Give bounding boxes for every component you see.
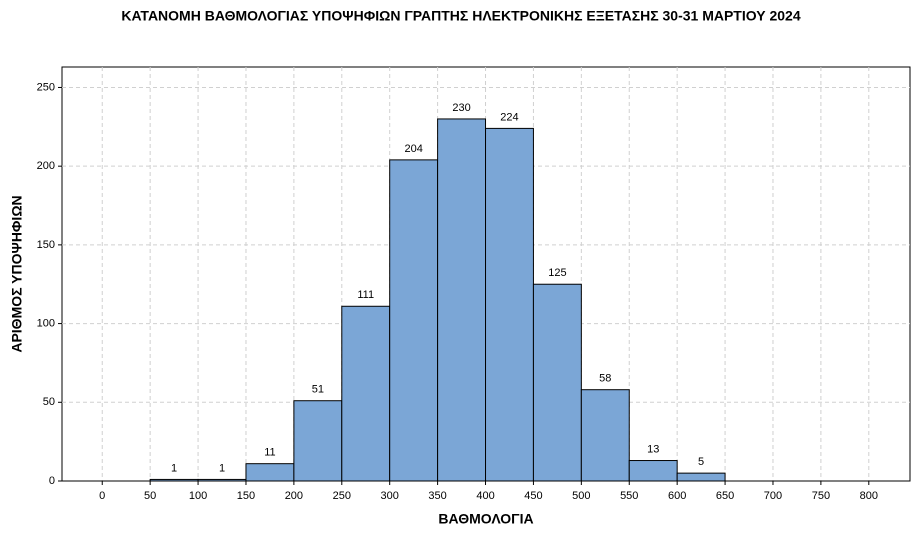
data-label: 11 — [264, 447, 275, 459]
bar — [341, 305, 391, 482]
chart-title: ΚΑΤΑΝΟΜΗ ΒΑΘΜΟΛΟΓΙΑΣ ΥΠΟΨΗΦΙΩΝ ΓΡΑΠΤΗΣ Η… — [121, 8, 800, 24]
y-tick-label: 0 — [49, 475, 55, 487]
bar — [437, 118, 487, 482]
x-tick-label: 600 — [668, 490, 686, 502]
x-tick-label: 550 — [620, 490, 638, 502]
data-label: 125 — [548, 267, 566, 279]
x-tick-label: 100 — [189, 490, 207, 502]
bar — [293, 400, 343, 482]
data-label: 5 — [698, 456, 704, 468]
x-tick-label: 450 — [524, 490, 542, 502]
x-tick-label: 500 — [572, 490, 590, 502]
x-tick-label: 50 — [144, 490, 156, 502]
y-axis-label: ΑΡΙΘΜΟΣ ΥΠΟΨΗΦΙΩΝ — [9, 195, 25, 352]
x-tick-label: 700 — [764, 490, 782, 502]
x-axis-label: ΒΑΘΜΟΛΟΓΙΑ — [438, 511, 533, 527]
data-label: 230 — [452, 102, 470, 114]
bar — [245, 463, 295, 482]
y-tick-label: 100 — [37, 317, 55, 329]
data-label: 111 — [357, 289, 374, 301]
data-label: 58 — [599, 373, 611, 385]
x-tick-label: 0 — [99, 490, 105, 502]
bar — [628, 460, 678, 482]
x-tick-label: 150 — [237, 490, 255, 502]
data-label: 1 — [171, 462, 177, 474]
x-tick-label: 750 — [812, 490, 830, 502]
y-tick-label: 250 — [37, 81, 55, 93]
bar — [580, 389, 630, 482]
bar — [532, 283, 582, 482]
data-label: 204 — [404, 143, 422, 155]
x-tick-label: 400 — [476, 490, 494, 502]
data-label: 51 — [312, 384, 324, 396]
bar — [389, 159, 439, 482]
y-tick-label: 50 — [43, 396, 55, 408]
x-tick-label: 350 — [428, 490, 446, 502]
x-tick-label: 800 — [860, 490, 878, 502]
data-label: 1 — [219, 462, 225, 474]
data-label: 224 — [500, 111, 518, 123]
x-tick-label: 650 — [716, 490, 734, 502]
data-label: 13 — [647, 443, 659, 455]
x-tick-label: 300 — [381, 490, 399, 502]
bar — [485, 127, 534, 482]
y-tick-label: 150 — [37, 239, 55, 251]
x-tick-label: 200 — [285, 490, 303, 502]
y-tick-label: 200 — [37, 160, 55, 172]
bar — [676, 472, 726, 482]
x-tick-label: 250 — [333, 490, 351, 502]
